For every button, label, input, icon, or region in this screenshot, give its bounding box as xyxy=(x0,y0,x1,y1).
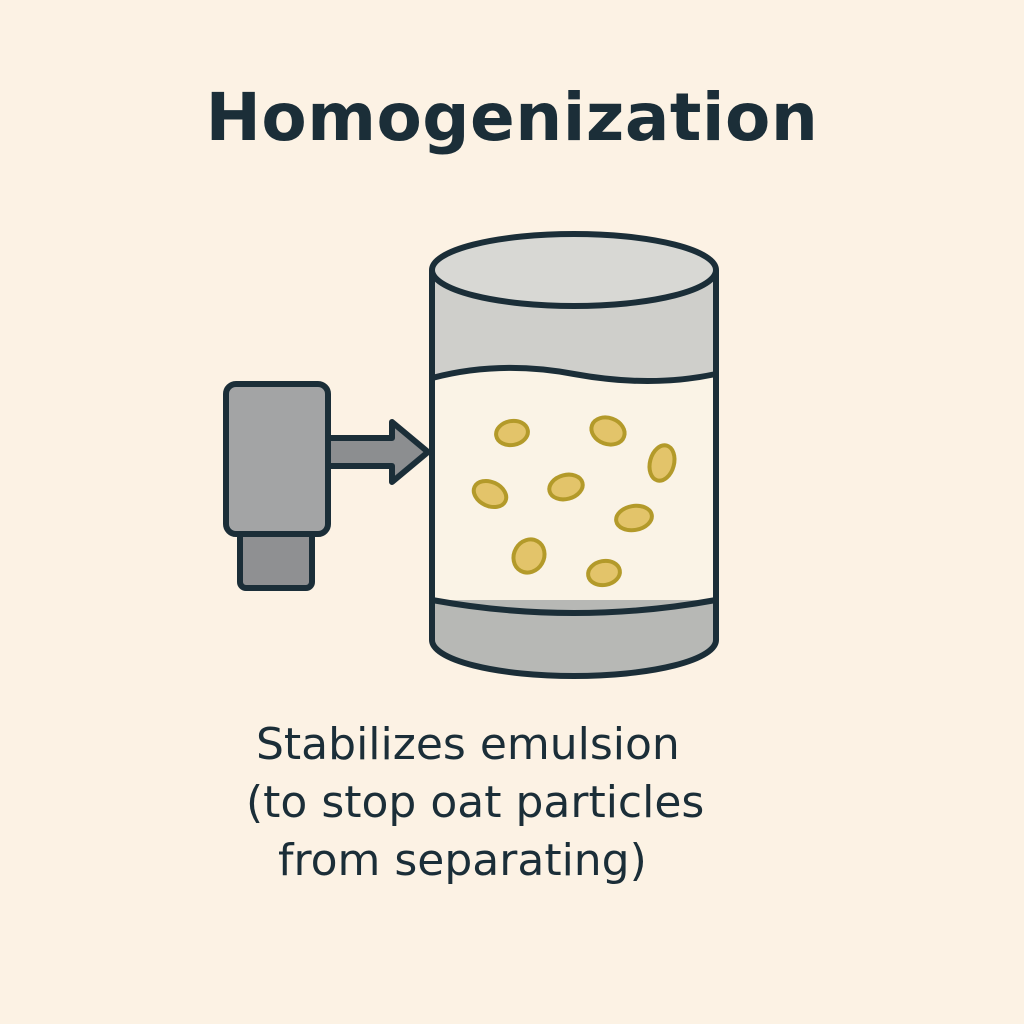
oat-particle-icon xyxy=(494,418,530,448)
oat-particle-icon xyxy=(614,503,654,533)
homogenizer-device-icon xyxy=(223,381,331,591)
tank-base-line xyxy=(431,597,717,616)
caption-line-3: from separating) xyxy=(278,835,647,886)
diagram-title: Homogenization xyxy=(205,79,819,156)
tank-outline xyxy=(429,270,719,679)
oat-particle-icon xyxy=(586,558,622,588)
oat-particle-icon xyxy=(547,472,585,502)
tank-base xyxy=(432,600,716,676)
device-body xyxy=(223,381,331,537)
flow-arrow-icon xyxy=(325,419,431,485)
oat-particles xyxy=(471,415,677,588)
caption-line-2: (to stop oat particles xyxy=(246,777,705,828)
oat-particle-icon xyxy=(589,415,627,447)
tank-top xyxy=(429,231,719,309)
oat-particle-icon xyxy=(511,537,547,575)
oat-particle-icon xyxy=(647,443,677,483)
caption-line-1: Stabilizes emulsion xyxy=(256,719,680,770)
liquid-surface xyxy=(431,364,717,384)
oat-particle-icon xyxy=(471,478,509,510)
